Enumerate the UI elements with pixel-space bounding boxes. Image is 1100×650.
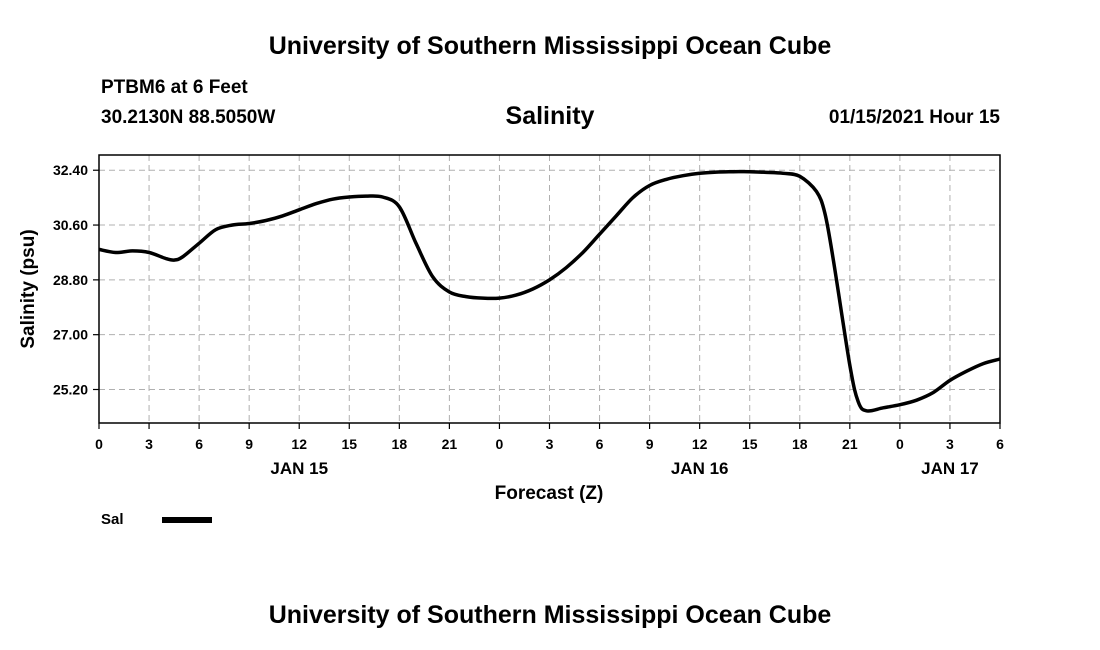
date-label: JAN 15 — [270, 459, 328, 478]
x-tick-label: 12 — [291, 436, 307, 452]
x-tick-label: 15 — [742, 436, 758, 452]
date-label: JAN 17 — [921, 459, 979, 478]
x-tick-label: 6 — [996, 436, 1004, 452]
x-tick-label: 6 — [195, 436, 203, 452]
legend-label: Sal — [101, 511, 124, 528]
x-tick-label: 0 — [896, 436, 904, 452]
x-tick-label: 3 — [145, 436, 153, 452]
x-tick-label: 3 — [946, 436, 954, 452]
x-tick-label: 12 — [692, 436, 708, 452]
y-tick-label: 25.20 — [53, 382, 88, 398]
chart-title: Salinity — [505, 102, 595, 130]
coordinates-label: 30.2130N 88.5050W — [101, 107, 276, 128]
x-axis-title: Forecast (Z) — [495, 483, 604, 504]
legend-swatch — [162, 517, 212, 523]
y-tick-label: 28.80 — [53, 272, 88, 288]
x-tick-label: 0 — [496, 436, 504, 452]
y-tick-label: 27.00 — [53, 327, 88, 343]
x-tick-label: 21 — [442, 436, 458, 452]
x-tick-label: 9 — [245, 436, 253, 452]
top-title: University of Southern Mississippi Ocean… — [268, 32, 832, 60]
x-tick-label: 18 — [792, 436, 808, 452]
x-tick-label: 0 — [95, 436, 103, 452]
grid-lines — [99, 155, 1000, 423]
series-line-sal — [98, 169, 1001, 413]
x-tick-label: 18 — [392, 436, 408, 452]
x-tick-label: 6 — [596, 436, 604, 452]
y-tick-label: 30.60 — [53, 217, 88, 233]
station-label: PTBM6 at 6 Feet — [101, 77, 248, 98]
x-tick-label: 21 — [842, 436, 858, 452]
y-tick-label: 32.40 — [53, 162, 88, 178]
axis-ticks: 0 3 6 9 12 15 18 21 0 3 6 9 12 15 18 21 0 3 6 25.20 27.00 28.… — [53, 162, 1004, 478]
timestamp-label: 01/15/2021 Hour 15 — [828, 107, 1000, 128]
bottom-title: University of Southern Mississippi Ocean… — [268, 601, 832, 629]
date-label: JAN 16 — [671, 459, 729, 478]
y-axis-title: Salinity (psu) — [18, 229, 39, 348]
x-tick-label: 9 — [646, 436, 654, 452]
x-tick-label: 3 — [546, 436, 554, 452]
x-tick-label: 15 — [341, 436, 357, 452]
